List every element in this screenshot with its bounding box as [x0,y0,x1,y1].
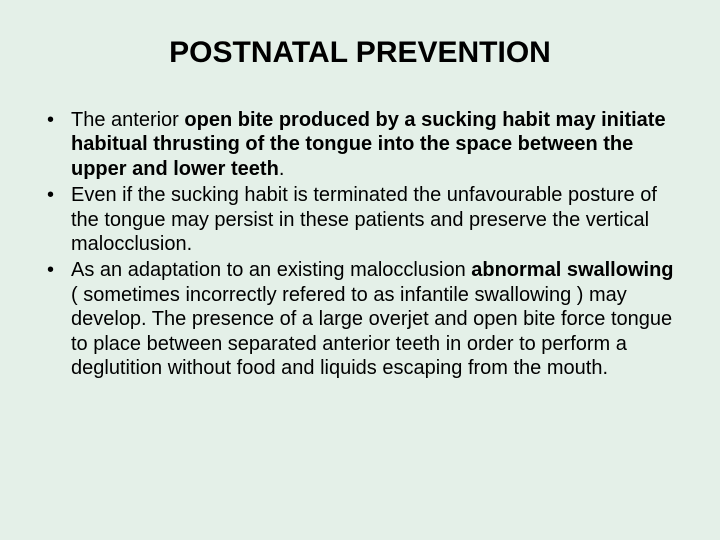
bullet-text-prefix: Even if the sucking habit is terminated … [71,184,657,255]
bullet-list: The anterior open bite produced by a suc… [35,108,685,380]
bullet-text-suffix: ( sometimes incorrectly refered to as in… [71,284,672,379]
bullet-text-prefix: The anterior [71,109,184,131]
slide-title: POSTNATAL PREVENTION [35,36,685,70]
list-item: The anterior open bite produced by a suc… [43,108,685,181]
bullet-text-bold: abnormal swallowing [471,259,673,281]
bullet-text-prefix: As an adaptation to an existing malocclu… [71,259,471,281]
list-item: As an adaptation to an existing malocclu… [43,258,685,380]
list-item: Even if the sucking habit is terminated … [43,183,685,256]
bullet-text-suffix: . [279,158,285,180]
